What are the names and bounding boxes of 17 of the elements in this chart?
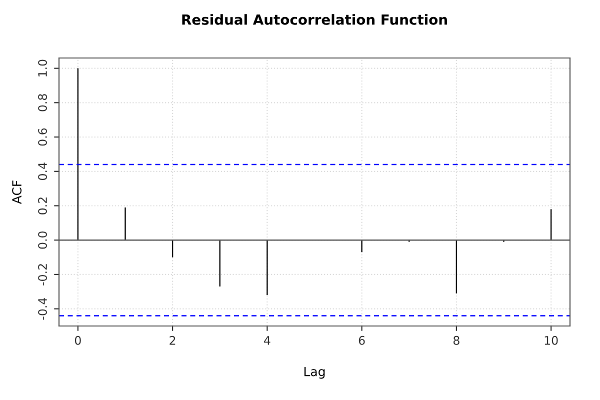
x-tick-label: 8 <box>453 336 460 345</box>
y-tick-label: 0.8 <box>38 94 47 112</box>
y-tick-label: 0.4 <box>38 162 47 180</box>
y-tick-label: -0.4 <box>38 298 47 320</box>
y-tick-label: 0.0 <box>38 232 47 249</box>
x-axis-title: Lag <box>304 366 325 379</box>
chart-title: Residual Autocorrelation Function <box>182 14 447 25</box>
y-tick-label: 0.6 <box>38 128 47 146</box>
x-tick-label: 6 <box>358 336 365 345</box>
y-tick-label: 0.2 <box>38 198 47 214</box>
x-tick-label: 4 <box>264 336 270 345</box>
y-tick-label: 1.0 <box>38 60 47 76</box>
x-tick-label: 0 <box>74 336 81 345</box>
y-axis-title: ACF <box>12 180 22 204</box>
x-tick-label: 10 <box>544 336 558 345</box>
y-tick-label: -0.2 <box>38 264 47 286</box>
x-tick-label: 2 <box>170 336 176 345</box>
